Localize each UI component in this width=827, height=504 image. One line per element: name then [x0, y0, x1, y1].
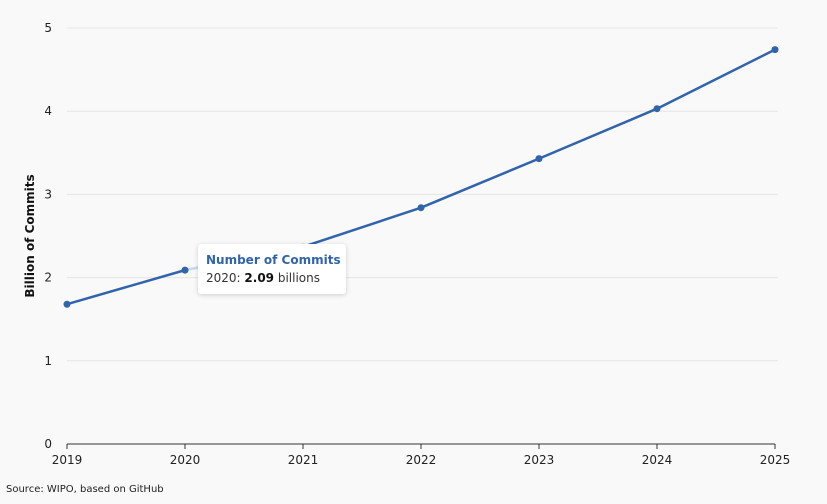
x-tick-label: 2022: [406, 453, 437, 467]
x-tick-label: 2019: [52, 453, 83, 467]
tooltip-unit: billions: [274, 271, 320, 285]
tooltip-body: 2020: 2.09 billions: [206, 269, 346, 287]
line-chart: 0 1 2 3 4 5 2019 2020 2021 2022 2023 2024 2025 Bill…: [23, 21, 791, 467]
source-note: Source: WIPO, based on GitHub: [6, 484, 164, 495]
y-tick-label: 0: [44, 437, 52, 451]
series-line-segment: [537, 107, 659, 160]
series-line-segment: [65, 268, 187, 306]
series-layer: [63, 46, 779, 308]
y-tick-label: 2: [44, 271, 52, 285]
series-line-segment: [301, 206, 423, 249]
x-tick-label: 2025: [760, 453, 791, 467]
series-line-segment: [419, 157, 541, 209]
y-tick-label: 4: [44, 104, 52, 118]
data-point[interactable]: [417, 204, 425, 212]
tooltip-year: 2020: [206, 271, 237, 285]
x-tick-label: 2021: [288, 453, 319, 467]
data-point[interactable]: [535, 155, 543, 163]
y-axis-title: Billion of Commits: [23, 174, 37, 297]
series-line-segment: [655, 48, 777, 110]
data-tooltip: Number of Commits 2020: 2.09 billions: [198, 244, 346, 294]
tooltip-series-name: Number of Commits: [206, 253, 341, 267]
x-axis: 2019 2020 2021 2022 2023 2024 2025: [52, 443, 791, 467]
data-point[interactable]: [771, 46, 779, 54]
data-point[interactable]: [181, 266, 189, 274]
tooltip-separator: :: [236, 271, 245, 285]
y-axis-ticks: 0 1 2 3 4 5: [44, 21, 52, 451]
gridlines: [67, 27, 778, 362]
x-tick-label: 2020: [170, 453, 201, 467]
y-tick-label: 3: [44, 187, 52, 201]
data-point[interactable]: [653, 105, 661, 113]
data-point[interactable]: [63, 300, 71, 308]
x-tick-label: 2023: [524, 453, 555, 467]
x-tick-label: 2024: [642, 453, 673, 467]
y-tick-label: 1: [44, 354, 52, 368]
tooltip-value: 2.09: [244, 271, 275, 285]
y-tick-label: 5: [44, 21, 52, 35]
